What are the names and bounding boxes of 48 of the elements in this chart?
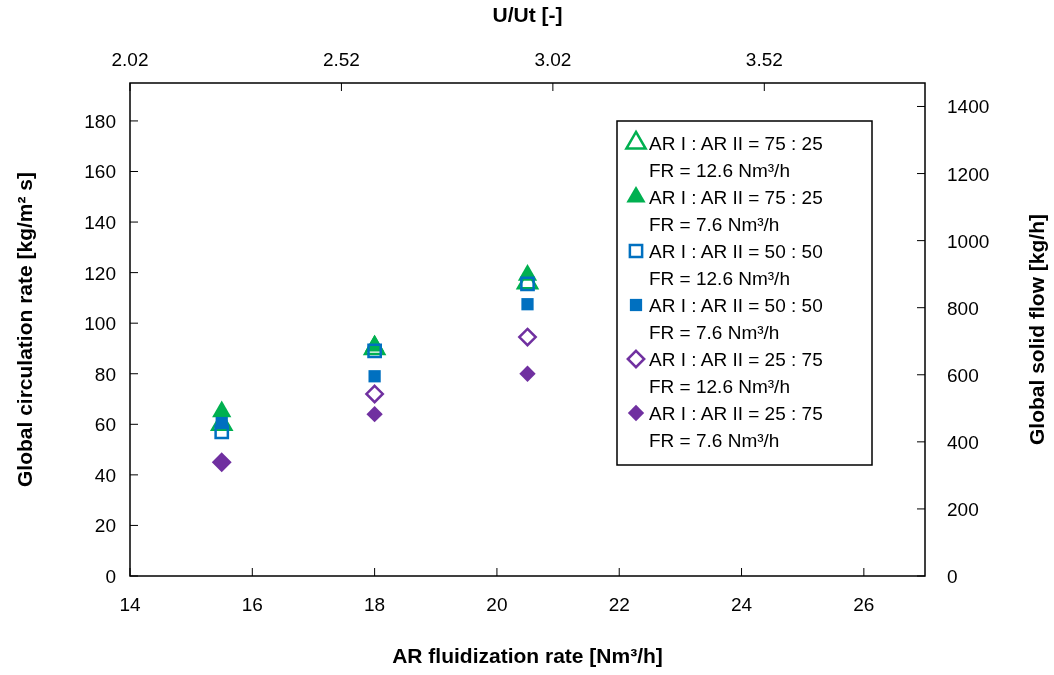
y2-tick-label: 200 (947, 498, 979, 520)
point (521, 298, 534, 311)
point (520, 276, 535, 292)
y-tick-label: 40 (94, 464, 116, 486)
y-tick-label: 180 (84, 110, 116, 132)
y-tick-label: 20 (94, 515, 116, 537)
x-tick-label: 26 (853, 594, 875, 615)
y-tick-label: 60 (94, 414, 116, 436)
point (366, 406, 383, 423)
y-tick-label: 120 (84, 262, 116, 284)
y2-tick-label: 1200 (947, 163, 990, 185)
y2-tick-label: 1400 (947, 96, 990, 118)
legend-label: AR I : AR II = 50 : 50 FR = 12.6 Nm³/h (649, 241, 823, 289)
x2-tick-label: 3.52 (745, 49, 783, 70)
legend-label: AR I : AR II = 25 : 75 FR = 7.6 Nm³/h (649, 403, 823, 451)
y-tick-label: 0 (105, 566, 116, 587)
y-axis-title: Global circulation rate [kg/m² s] (13, 171, 36, 488)
y-tick-label: 80 (94, 363, 116, 385)
x-tick-label: 22 (608, 594, 630, 615)
point (215, 416, 228, 430)
y-tick-label: 160 (84, 161, 116, 183)
point (214, 424, 230, 440)
x-tick-label: 14 (119, 594, 141, 615)
y2-tick-label: 400 (947, 431, 979, 453)
x2-axis-title: U/Ut [-] (492, 3, 563, 26)
x2-tick-label: 3.02 (534, 49, 572, 70)
x-tick-label: 20 (486, 594, 508, 615)
point (368, 370, 381, 383)
legend-label: AR I : AR II = 75 : 25 FR = 7.6 Nm³/h (649, 187, 823, 235)
x2-tick-label: 2.52 (322, 49, 360, 70)
y2-tick-label: 1000 (947, 230, 990, 252)
x-tick-label: 18 (364, 594, 386, 615)
y2-tick-label: 800 (947, 297, 979, 319)
x-tick-label: 16 (241, 594, 263, 615)
point (518, 327, 537, 347)
legend-label: AR I : AR II = 75 : 25 FR = 12.6 Nm³/h (649, 133, 823, 181)
x2-tick-label: 2.02 (111, 49, 149, 70)
y-tick-label: 140 (84, 212, 116, 234)
legend-label: AR I : AR II = 25 : 75 FR = 12.6 Nm³/h (649, 349, 823, 397)
y2-axis-title: Global solid flow [kg/h] (1025, 214, 1048, 445)
y2-tick-label: 600 (947, 364, 979, 386)
point (365, 384, 385, 404)
y2-tick-label: 0 (947, 566, 958, 587)
legend-label: AR I : AR II = 50 : 50 FR = 7.6 Nm³/h (649, 295, 823, 343)
x-axis-title: AR fluidization rate [Nm³/h] (392, 644, 663, 667)
y-tick-label: 100 (84, 313, 116, 335)
point (519, 365, 536, 382)
x-tick-label: 24 (730, 594, 753, 615)
